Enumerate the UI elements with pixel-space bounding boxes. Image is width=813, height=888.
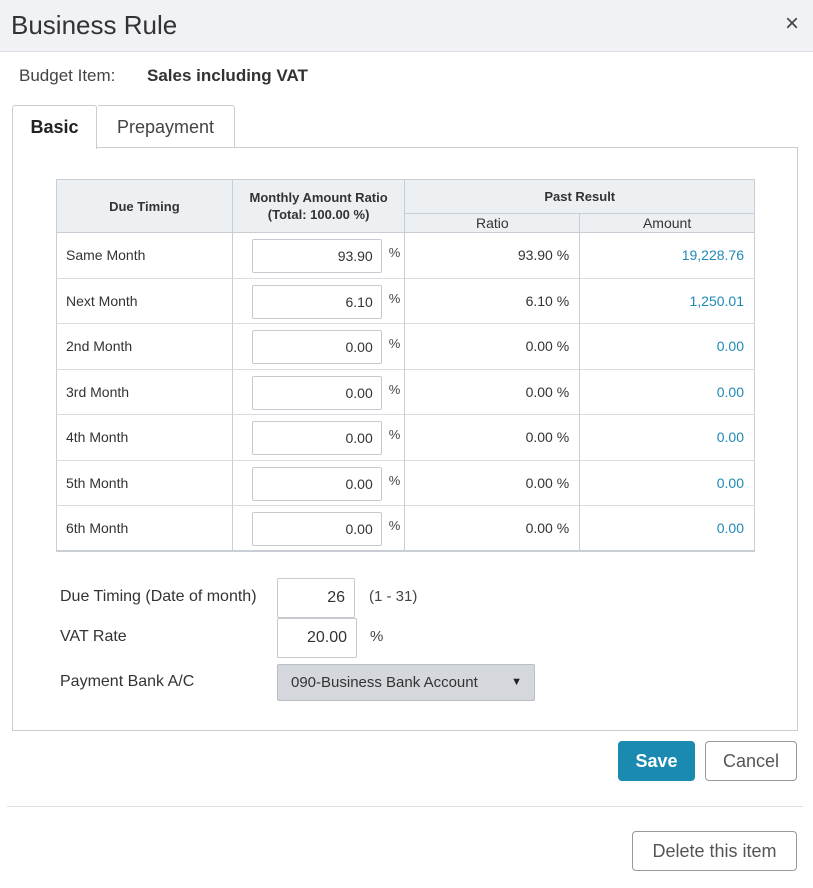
past-ratio: 0.00 % <box>404 414 581 461</box>
percent-unit: % <box>388 336 401 351</box>
past-amount-link[interactable]: 1,250.01 <box>579 277 755 324</box>
row-timing: Next Month <box>56 277 233 324</box>
row-timing: 3rd Month <box>56 368 233 415</box>
header-monthly-ratio-total: (Total: 100.00 %) <box>267 207 370 222</box>
cancel-button[interactable]: Cancel <box>705 741 797 781</box>
past-ratio: 0.00 % <box>404 323 581 370</box>
table-row: 2nd Month % 0.00 % 0.00 <box>56 323 755 370</box>
ratio-input[interactable] <box>251 239 382 273</box>
due-date-label: Due Timing (Date of month) <box>60 588 257 605</box>
header-past-ratio: Ratio <box>404 213 581 233</box>
table-row: Next Month % 6.10 % 1,250.01 <box>56 277 755 324</box>
past-amount-link[interactable]: 0.00 <box>579 414 755 461</box>
dialog-header: Business Rule × <box>0 0 813 52</box>
header-monthly-ratio: Monthly Amount Ratio (Total: 100.00 %) <box>231 179 406 233</box>
footer-divider <box>7 806 803 807</box>
past-ratio: 0.00 % <box>404 459 581 506</box>
header-due-timing: Due Timing <box>56 179 233 233</box>
percent-unit: % <box>388 518 401 533</box>
due-date-input[interactable] <box>277 578 355 618</box>
close-icon[interactable]: × <box>784 10 799 37</box>
row-timing: 4th Month <box>56 414 233 461</box>
basic-tab-panel: Due Timing Monthly Amount Ratio (Total: … <box>12 147 798 731</box>
due-date-range: (1 - 31) <box>369 588 418 605</box>
budget-item-row: Budget Item: Sales including VAT <box>19 66 308 86</box>
table-row: 3rd Month % 0.00 % 0.00 <box>56 368 755 415</box>
dialog-title: Business Rule <box>11 10 178 40</box>
tab-prepayment[interactable]: Prepayment <box>97 105 235 148</box>
table-row: 4th Month % 0.00 % 0.00 <box>56 414 755 461</box>
vat-rate-label: VAT Rate <box>60 628 127 645</box>
row-timing: 5th Month <box>56 459 233 506</box>
table-row: Same Month % 93.90 % 19,228.76 <box>56 232 755 279</box>
past-ratio: 6.10 % <box>404 277 581 324</box>
ratio-input[interactable] <box>251 512 382 546</box>
past-ratio: 0.00 % <box>404 505 581 552</box>
header-past-amount: Amount <box>579 213 755 233</box>
percent-unit: % <box>388 290 401 306</box>
past-amount-link[interactable]: 0.00 <box>579 368 755 415</box>
past-amount-link[interactable]: 0.00 <box>579 323 755 370</box>
row-timing: Same Month <box>56 232 233 279</box>
payment-bank-select[interactable]: 090-Business Bank Account ▼ <box>277 664 535 701</box>
past-amount-link[interactable]: 19,228.76 <box>579 232 755 279</box>
delete-item-button[interactable]: Delete this item <box>632 831 797 871</box>
payment-bank-label: Payment Bank A/C <box>60 673 195 690</box>
budget-item-value: Sales including VAT <box>147 66 308 85</box>
table-row: 6th Month % 0.00 % 0.00 <box>56 505 755 552</box>
due-timing-table: Due Timing Monthly Amount Ratio (Total: … <box>56 179 755 552</box>
row-timing: 6th Month <box>56 505 233 552</box>
tab-basic[interactable]: Basic <box>12 105 97 149</box>
ratio-input[interactable] <box>251 421 382 455</box>
percent-unit: % <box>388 427 401 442</box>
ratio-input[interactable] <box>251 330 382 364</box>
ratio-input[interactable] <box>251 284 382 319</box>
row-timing: 2nd Month <box>56 323 233 370</box>
table-row: 5th Month % 0.00 % 0.00 <box>56 459 755 506</box>
past-amount-link[interactable]: 0.00 <box>579 505 755 552</box>
caret-down-icon: ▼ <box>511 676 522 688</box>
payment-bank-selected: 090-Business Bank Account <box>291 674 478 691</box>
vat-rate-unit: % <box>370 628 384 645</box>
percent-unit: % <box>388 472 401 488</box>
percent-unit: % <box>388 381 401 397</box>
budget-item-label: Budget Item: <box>19 66 116 85</box>
header-monthly-ratio-title: Monthly Amount Ratio <box>249 190 388 205</box>
vat-rate-input[interactable] <box>277 618 357 658</box>
past-ratio: 0.00 % <box>404 368 581 415</box>
past-amount-link[interactable]: 0.00 <box>579 459 755 506</box>
past-ratio: 93.90 % <box>404 232 581 279</box>
ratio-input[interactable] <box>251 466 382 501</box>
percent-unit: % <box>388 245 401 260</box>
header-past-result: Past Result <box>404 179 755 214</box>
ratio-input[interactable] <box>251 375 382 410</box>
save-button[interactable]: Save <box>618 741 695 781</box>
